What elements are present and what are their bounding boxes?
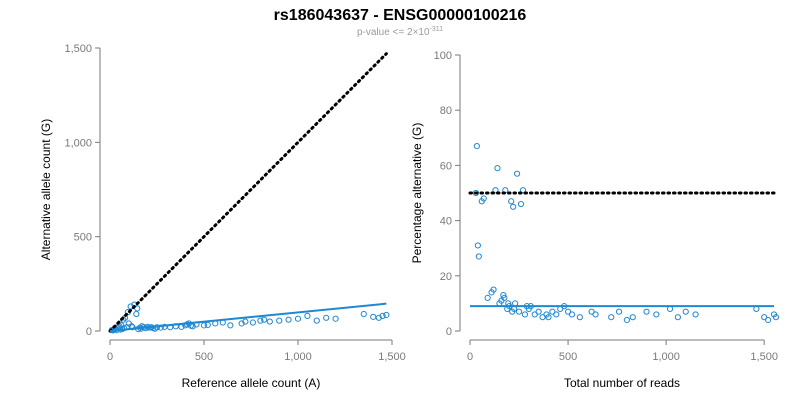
y-tick-label: 0 bbox=[86, 326, 92, 338]
x-tick-label: 1,000 bbox=[652, 351, 680, 363]
data-point bbox=[249, 319, 256, 326]
data-point bbox=[508, 198, 515, 205]
reference-line bbox=[108, 52, 388, 333]
data-point bbox=[608, 314, 615, 321]
data-point bbox=[500, 292, 507, 299]
x-tick-label: 1,500 bbox=[378, 351, 406, 363]
data-point bbox=[553, 311, 560, 318]
data-point bbox=[285, 316, 292, 323]
data-point bbox=[261, 316, 268, 323]
data-point bbox=[360, 310, 367, 318]
data-point bbox=[576, 314, 583, 321]
data-point bbox=[492, 187, 499, 194]
data-point bbox=[517, 200, 525, 208]
subtitle-base: 10 bbox=[418, 27, 430, 38]
data-point bbox=[204, 321, 211, 329]
data-point bbox=[304, 312, 311, 320]
x-tick-label: 1,500 bbox=[750, 351, 778, 363]
chart-subtitle: p-value <= 2×10-311 bbox=[357, 26, 443, 38]
data-point bbox=[643, 308, 650, 315]
data-point bbox=[501, 294, 508, 301]
x-tick-label: 0 bbox=[467, 351, 473, 363]
data-point bbox=[521, 311, 529, 318]
data-point bbox=[484, 294, 491, 301]
data-point bbox=[332, 315, 339, 322]
data-point bbox=[200, 322, 208, 329]
subtitle-times: × bbox=[413, 27, 419, 38]
y-tick-label: 20 bbox=[440, 271, 452, 283]
data-point bbox=[510, 203, 517, 210]
data-point bbox=[682, 308, 689, 315]
y-axis-label: Percentage alternative (G) bbox=[410, 123, 424, 264]
y-axis-label: Alternative allele count (G) bbox=[39, 119, 53, 260]
data-point bbox=[674, 314, 681, 321]
subtitle-exponent: -311 bbox=[430, 26, 444, 33]
data-point bbox=[370, 313, 377, 320]
data-point bbox=[475, 253, 482, 260]
data-point bbox=[692, 311, 699, 318]
x-axis-label: Total number of reads bbox=[564, 376, 680, 390]
data-point bbox=[765, 316, 772, 324]
data-point bbox=[480, 195, 487, 202]
data-point bbox=[257, 317, 264, 324]
data-point bbox=[615, 308, 623, 315]
data-point bbox=[490, 286, 497, 293]
y-tick-label: 80 bbox=[440, 105, 452, 117]
data-point bbox=[266, 318, 273, 325]
data-point bbox=[592, 311, 599, 318]
x-tick-label: 1,000 bbox=[284, 351, 312, 363]
data-point bbox=[379, 312, 386, 320]
y-tick-label: 1,000 bbox=[64, 137, 92, 149]
data-point bbox=[535, 308, 542, 315]
data-point bbox=[568, 311, 576, 318]
x-tick-label: 500 bbox=[195, 351, 213, 363]
data-point bbox=[383, 311, 390, 319]
data-point bbox=[515, 308, 523, 315]
data-point bbox=[227, 322, 234, 329]
data-point bbox=[133, 310, 140, 318]
data-point bbox=[294, 315, 302, 322]
y-tick-label: 100 bbox=[434, 50, 452, 62]
data-point bbox=[129, 324, 136, 331]
y-tick-label: 60 bbox=[440, 160, 452, 172]
data-point bbox=[772, 314, 780, 321]
right-scatter-panel: 0 500 1,000 1,500 0 20 40 60 80 100 Total number o… bbox=[410, 50, 780, 390]
data-point bbox=[323, 314, 330, 321]
data-point bbox=[494, 165, 501, 172]
data-point bbox=[519, 187, 527, 194]
data-point bbox=[623, 316, 631, 324]
chart-title: rs186043637 - ENSG00000100216 bbox=[274, 7, 527, 24]
x-tick-label: 0 bbox=[107, 351, 113, 363]
y-tick-label: 500 bbox=[74, 232, 92, 244]
y-tick-label: 0 bbox=[446, 326, 452, 338]
x-axis-label: Reference allele count (A) bbox=[182, 376, 321, 390]
y-tick-label: 1,500 bbox=[64, 43, 92, 55]
data-point bbox=[473, 142, 480, 150]
data-point bbox=[474, 242, 481, 249]
subtitle-prefix: p-value <= 2 bbox=[357, 27, 413, 38]
data-point bbox=[653, 311, 660, 318]
data-point bbox=[242, 318, 249, 325]
data-point bbox=[545, 314, 552, 321]
left-scatter-panel: 0 500 1,000 1,500 0 500 1,000 1,500 Reference al… bbox=[39, 43, 406, 390]
data-point bbox=[121, 325, 128, 332]
data-point bbox=[513, 170, 521, 177]
x-tick-label: 500 bbox=[559, 351, 577, 363]
fit-line bbox=[109, 302, 387, 332]
data-point bbox=[276, 317, 283, 324]
data-point bbox=[629, 314, 636, 321]
data-point bbox=[313, 317, 320, 324]
y-tick-label: 40 bbox=[440, 216, 452, 228]
